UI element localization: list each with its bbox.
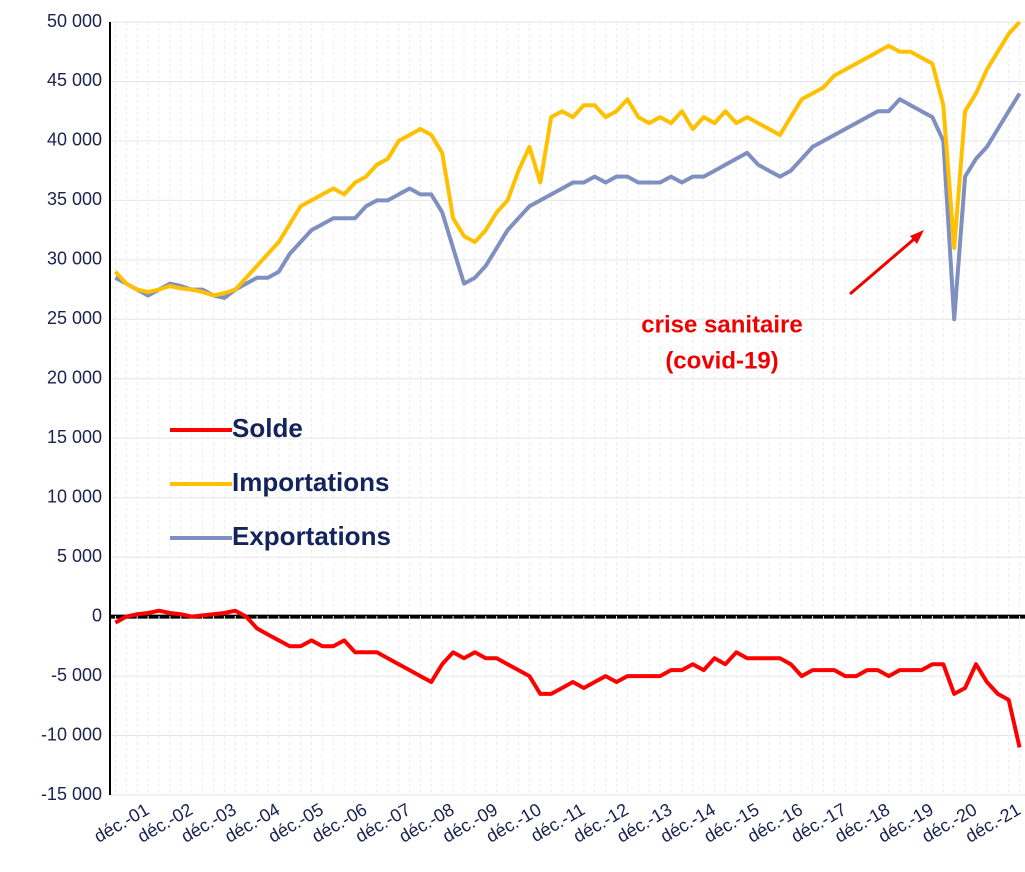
- y-tick-label: 45 000: [47, 70, 102, 90]
- y-tick-label: 20 000: [47, 368, 102, 388]
- annotation: crise sanitaire: [641, 311, 802, 338]
- series-line: [114, 608, 1022, 748]
- legend-label: Exportations: [232, 521, 391, 551]
- y-tick-label: -15 000: [41, 784, 102, 804]
- plot: [113, 20, 1022, 748]
- y-tick-label: 30 000: [47, 249, 102, 269]
- y-tick-label: 35 000: [47, 189, 102, 209]
- annotation: (covid-19): [665, 347, 778, 374]
- series-line: [114, 92, 1022, 322]
- annotation-arrow: [849, 232, 921, 296]
- y-tick-label: -5 000: [51, 665, 102, 685]
- y-tick-label: 0: [92, 605, 102, 625]
- y-tick-label: 5 000: [57, 546, 102, 566]
- y-tick-label: 15 000: [47, 427, 102, 447]
- y-tick-label: 40 000: [47, 130, 102, 150]
- annotation-arrowhead: [910, 230, 924, 244]
- y-tick-label: 25 000: [47, 308, 102, 328]
- series-line: [113, 20, 1022, 298]
- legend-label: Importations: [232, 467, 389, 497]
- legend-label: Solde: [232, 413, 303, 443]
- y-tick-label: -10 000: [41, 724, 102, 744]
- legend: Solde Importations Exportations: [170, 413, 391, 551]
- y-tick-label: 50 000: [47, 11, 102, 31]
- y-tick-label: 10 000: [47, 486, 102, 506]
